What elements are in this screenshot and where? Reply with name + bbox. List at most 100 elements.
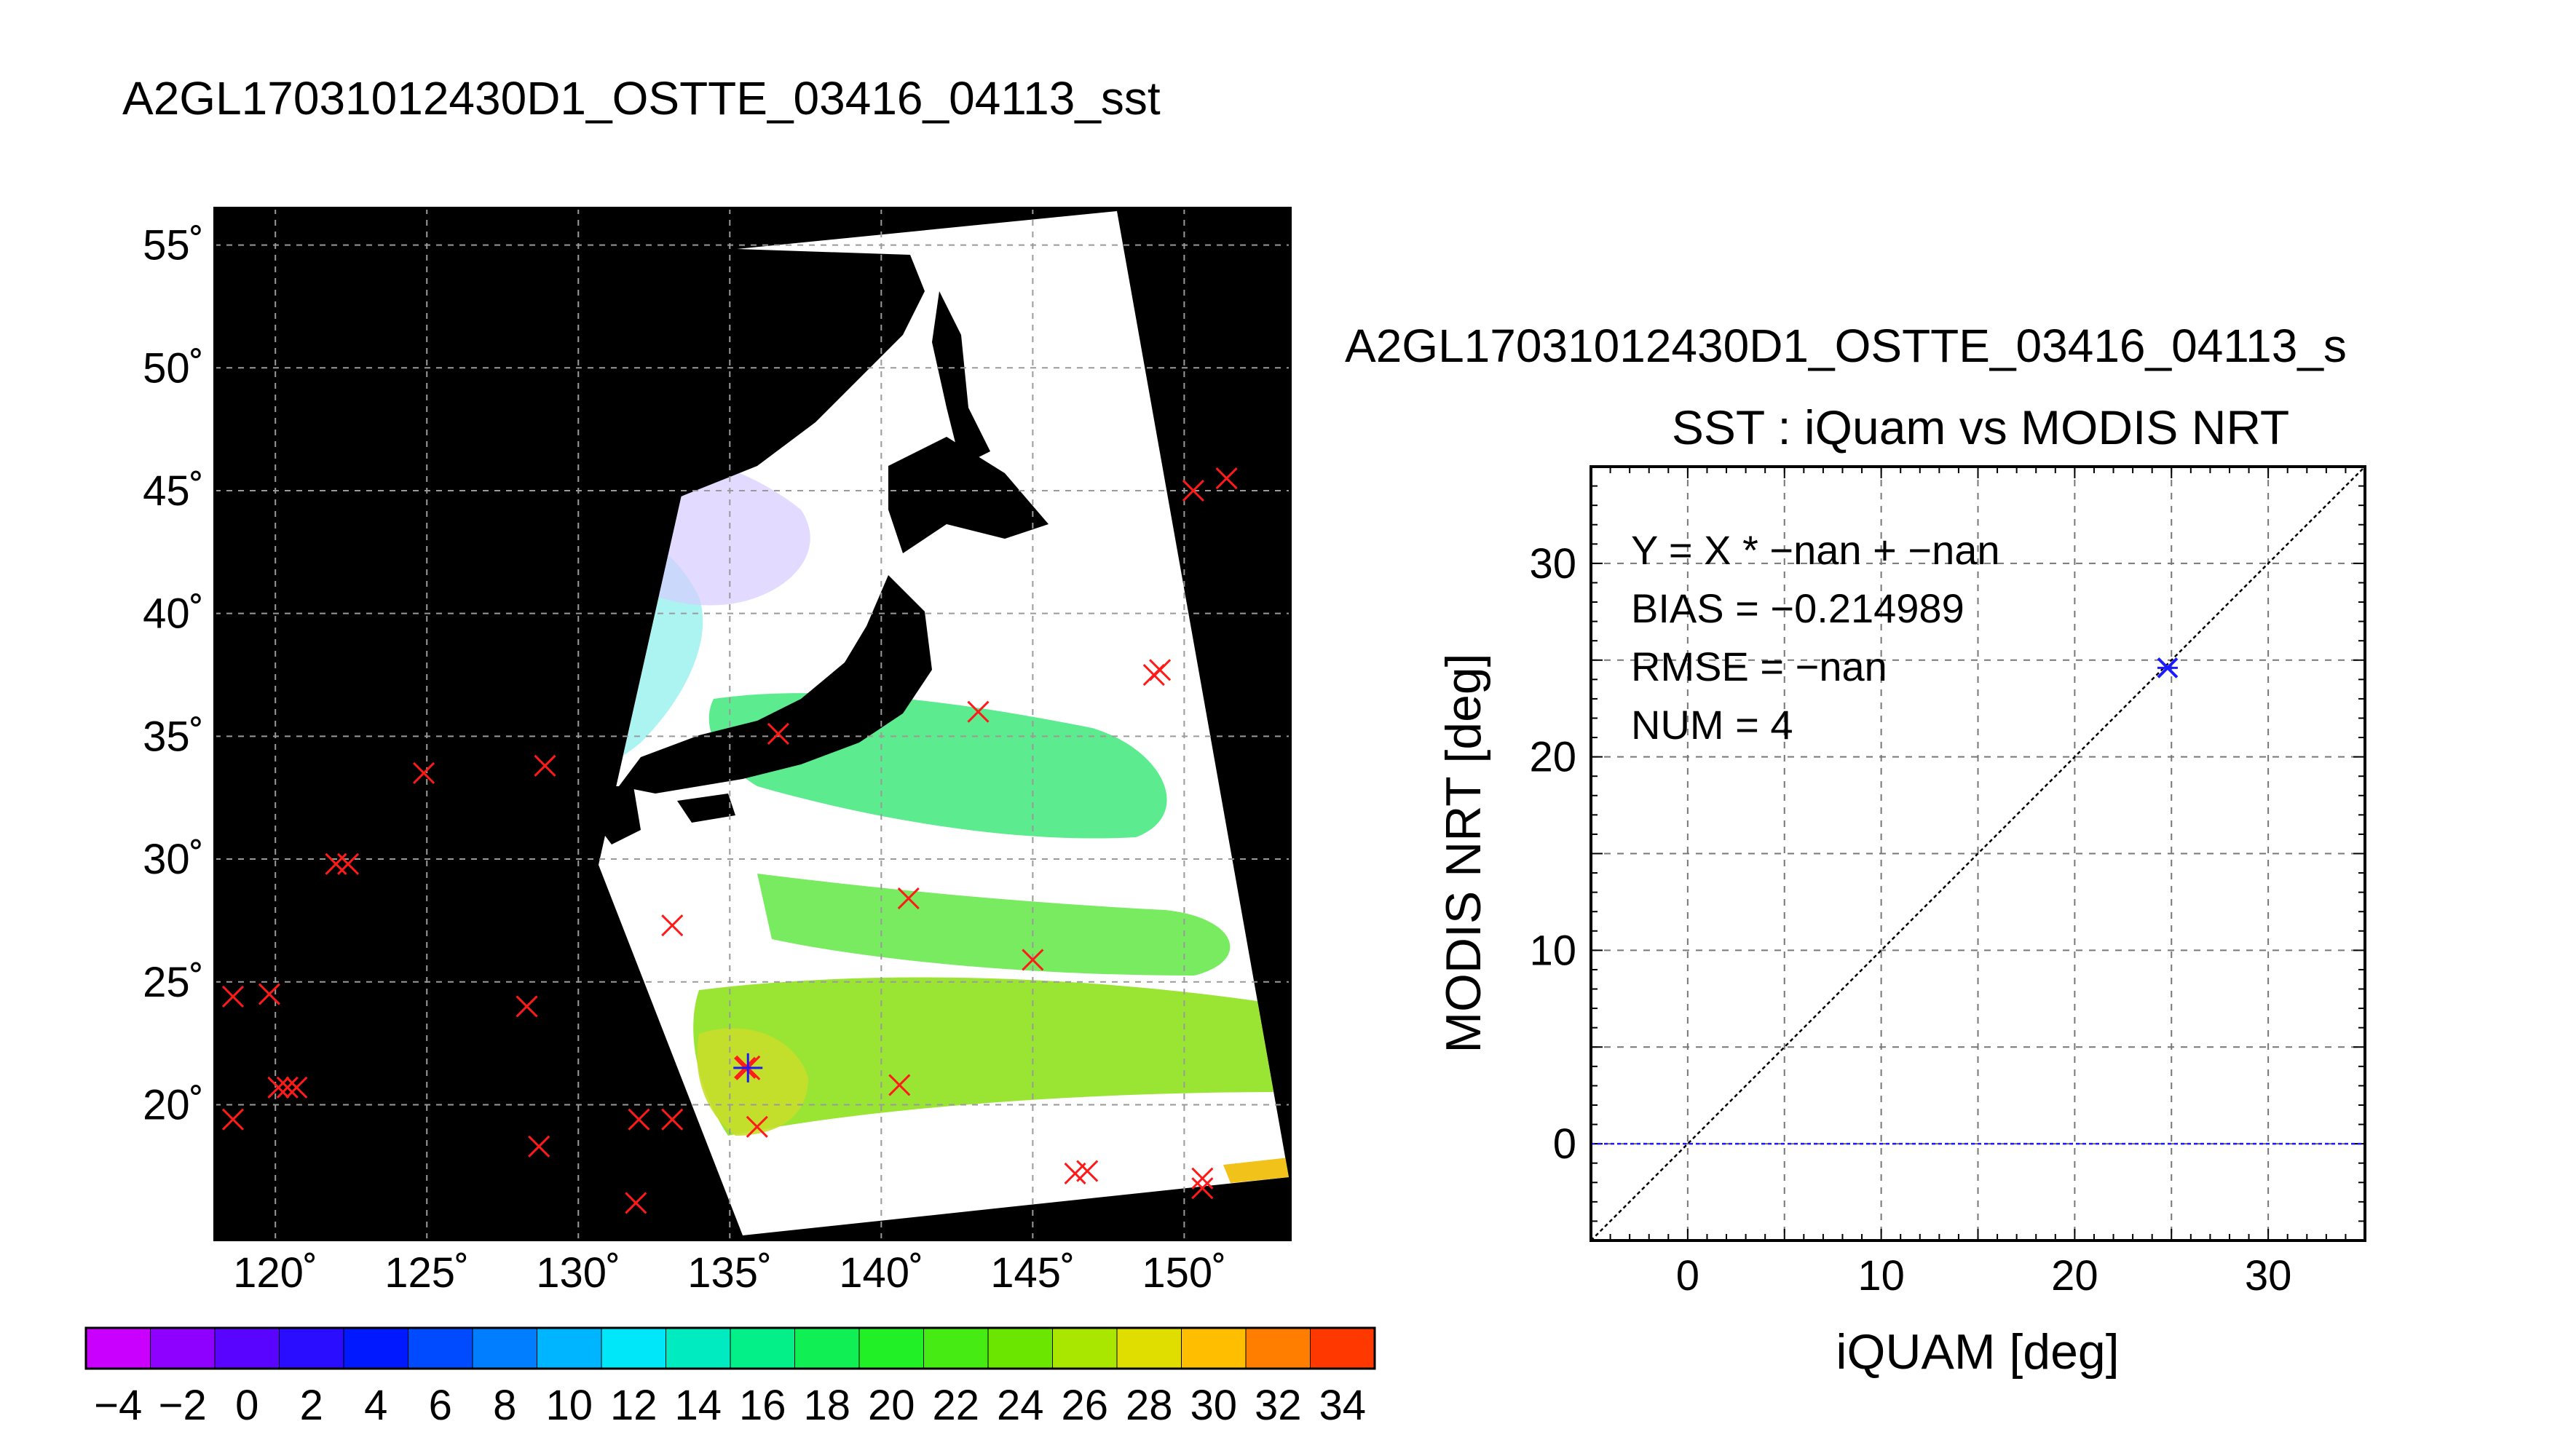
colorbar-tick-labels: −4 −2 0 2 4 6 8 10 12 14 16 18 20 22 24 26 28 30 32 34 [94,1382,1366,1429]
scatter-y-tick-label: 20 [1529,734,1576,781]
colorbar-cell [215,1328,280,1369]
buoy-marker [1191,1167,1214,1190]
map-frame [213,207,1292,1241]
marker-stroke [221,985,245,1008]
lat-tick-label: 30˚ [143,836,204,883]
marker-stroke [1191,1167,1214,1190]
scatter-annotation-line: NUM = 4 [1631,702,1793,748]
colorbar-cell [279,1328,344,1369]
scatter-x-tick-label: 30 [2245,1252,2292,1299]
buoy-marker [888,1074,911,1096]
buoy-marker [258,983,280,1005]
matchup-marker-group [733,1053,763,1083]
scatter-y-tick-labels: 0 10 20 30 [1529,540,1576,1168]
buoy-marker [413,761,435,785]
buoy-marker [1182,479,1204,502]
scatter-annotations: Y = X * −nan + −nan BIAS = −0.214989 RMSE … [1631,527,2000,748]
lon-tick-label: 130˚ [536,1249,620,1297]
colorbar-tick-label: −2 [159,1382,207,1429]
scatter-y-tick-label: 0 [1553,1120,1576,1168]
colorbar-tick-label: 2 [300,1382,323,1429]
scatter-x-tick-labels: 0 10 20 30 [1676,1252,2292,1299]
marker-stroke [413,761,435,785]
land-shikoku [677,794,735,823]
lon-tick-label: 125˚ [384,1249,469,1297]
colorbar-cell [988,1328,1053,1369]
scatter-y-tick-label: 10 [1529,927,1576,974]
scatter-xlabel: iQUAM [deg] [1836,1324,2119,1380]
colorbar-cell [859,1328,924,1369]
colorbar-cell [601,1328,666,1369]
marker-stroke [625,1192,647,1214]
lat-tick-label: 25˚ [143,959,204,1006]
colorbar-tick-label: 30 [1190,1382,1237,1429]
buoy-marker [267,1076,290,1099]
buoy-marker [285,1076,308,1099]
colorbar-tick-label: 24 [997,1382,1044,1429]
marker-stroke [285,1076,308,1099]
colorbar-tick-label: 26 [1061,1382,1108,1429]
lat-tick-label: 55˚ [143,222,204,269]
marker-stroke [276,1076,299,1099]
scatter-annotation-line: RMSE = −nan [1631,644,1887,689]
colorbar-tick-label: 18 [803,1382,850,1429]
identity-line [1590,466,2366,1241]
lon-tick-label: 135˚ [687,1249,772,1297]
map-title: A2GL17031012430D1_OSTTE_03416_04113_sst [122,72,1161,124]
scatter-ylabel: MODIS NRT [deg] [1436,653,1491,1053]
colorbar-tick-label: 22 [932,1382,979,1429]
marker-stroke [767,722,789,745]
map-grid [215,208,1290,1240]
marker-stroke [897,887,920,910]
scatter-panel: SST : iQuam vs MODIS NRT Y = X * −nan + … [1436,400,2366,1380]
colorbar-frame [84,1326,1376,1370]
buoy-marker [625,1192,647,1214]
buoy-marker [337,852,360,875]
lon-tick-label: 150˚ [1142,1249,1226,1297]
land-hokkaido [888,437,1049,553]
colorbar-tick-label: 8 [493,1382,516,1429]
latitude-tick-labels: 55˚ 50˚ 45˚ 40˚ 35˚ 30˚ 25˚ 20˚ [143,222,204,1129]
land-kyushu [590,786,641,844]
lat-tick-label: 20˚ [143,1081,204,1128]
marker-stroke [888,1074,911,1096]
buoy-marker [221,1108,245,1131]
lon-tick-label: 145˚ [990,1249,1075,1297]
marker-stroke [967,700,990,723]
land-asia-mainland [495,248,925,865]
buoy-marker [516,995,538,1018]
lat-tick-label: 45˚ [143,467,204,515]
colorbar-cell [1181,1328,1247,1369]
buoy-marker [661,1108,684,1131]
scatter-x-tick-label: 0 [1676,1252,1699,1299]
colorbar-tick-label: 32 [1255,1382,1302,1429]
buoy-marker [528,1135,550,1158]
colorbar-tick-label: 20 [868,1382,915,1429]
marker-stroke [1076,1160,1099,1182]
lat-tick-label: 40˚ [143,590,204,638]
scatter-annotation-line: Y = X * −nan + −nan [1631,527,2000,573]
marker-stroke [267,1076,290,1099]
buoy-marker [967,700,990,723]
sst-region-warm-edge [1223,1158,1289,1183]
scatter-title: SST : iQuam vs MODIS NRT [1672,400,2289,454]
buoy-marker [1215,467,1238,490]
longitude-tick-labels: 120˚ 125˚ 130˚ 135˚ 140˚ 145˚ 150˚ [233,1249,1226,1297]
buoy-marker [1149,659,1172,681]
colorbar-cell [537,1328,602,1369]
buoy-marker [534,754,556,777]
colorbar-cell [923,1328,989,1369]
buoy-marker [276,1076,299,1099]
marker-stroke [534,754,556,777]
marker-stroke [1182,479,1204,502]
sst-map-panel: 120˚ 125˚ 130˚ 135˚ 140˚ 145˚ 150˚ 55˚ 50˚ 45˚ 40… [143,207,1292,1297]
sst-region-southern [693,977,1282,1136]
colorbar-cells [86,1328,1375,1369]
buoy-marker [1022,949,1044,971]
colorbar-cell [1117,1328,1182,1369]
colorbar-tick-label: 28 [1126,1382,1173,1429]
colorbar-tick-label: 10 [545,1382,593,1429]
scatter-x-tick-label: 20 [2051,1252,2098,1299]
marker-stroke [516,995,538,1018]
